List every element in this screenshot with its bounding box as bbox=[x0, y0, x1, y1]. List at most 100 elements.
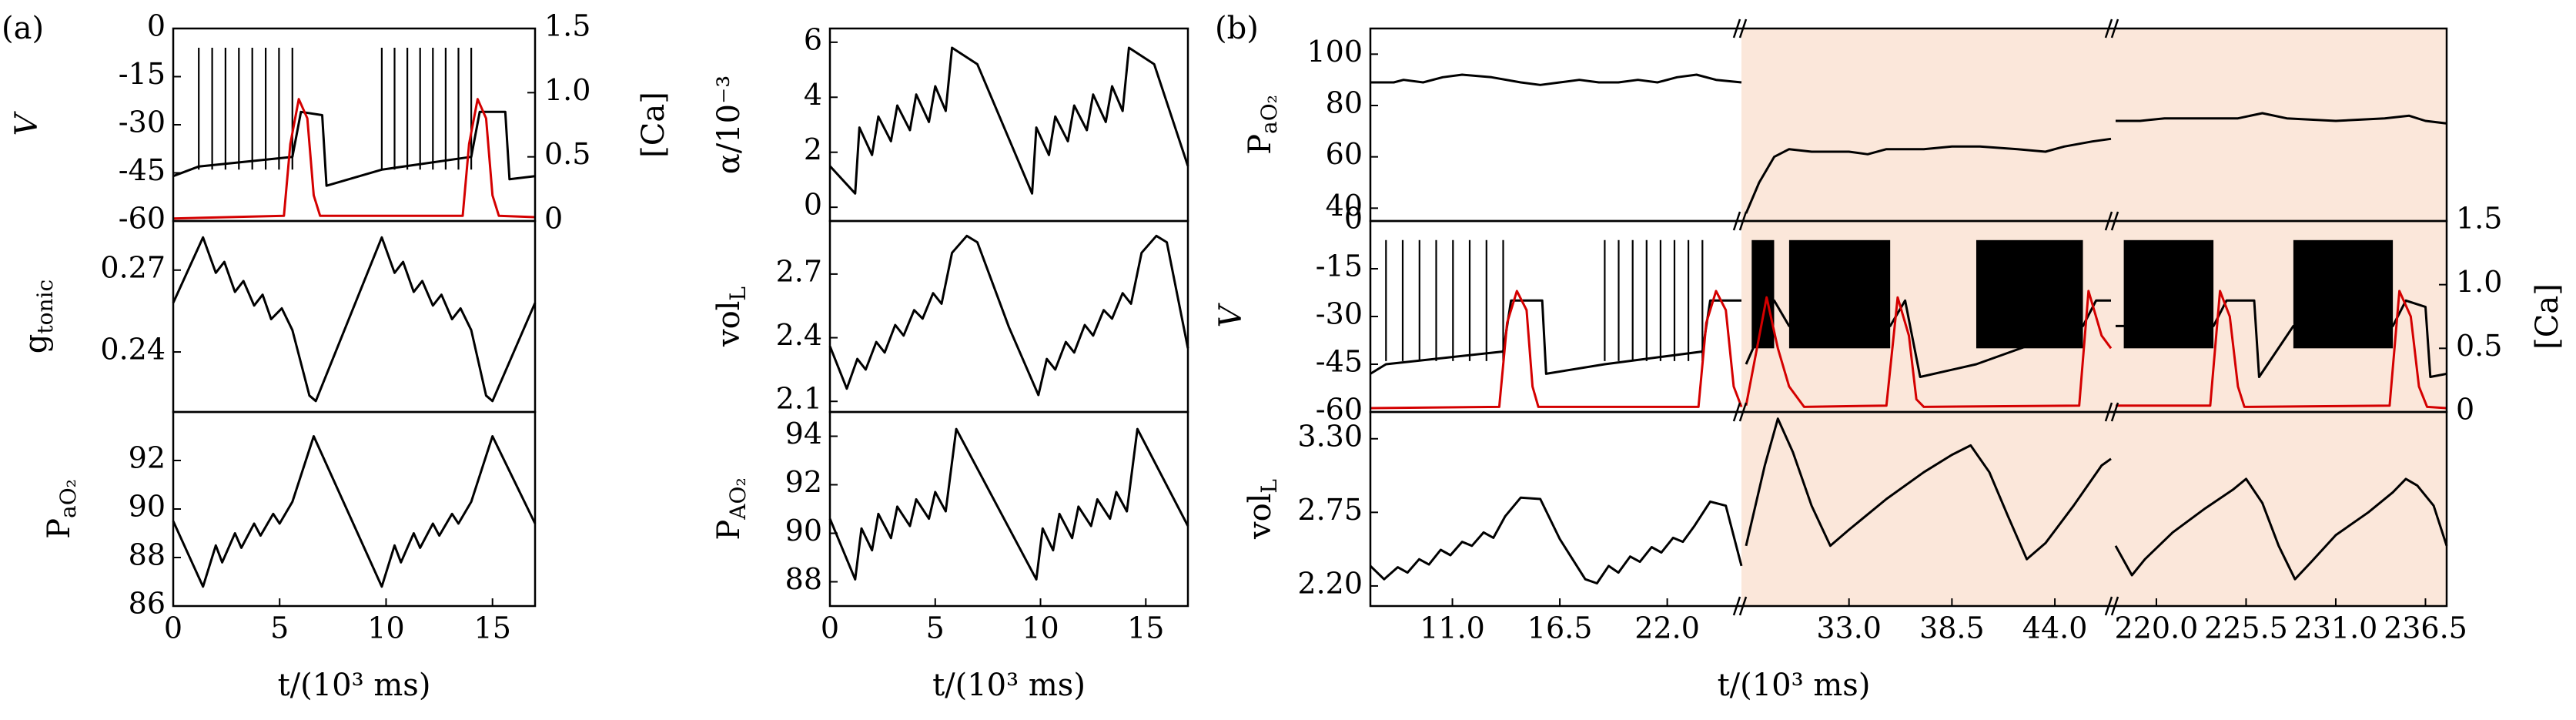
a-pao2b-label-0: 94 bbox=[785, 417, 822, 450]
a-alpha-ylabel: α/10⁻³ bbox=[711, 75, 747, 175]
a-alpha-label-1: 4 bbox=[804, 78, 822, 112]
b_volL-seg0-xlabel-1: 16.5 bbox=[1527, 611, 1593, 645]
a-pao2-label-3: 86 bbox=[129, 587, 166, 621]
a-pao2-xlabel-1: 5 bbox=[270, 611, 289, 645]
a-v-ca-label2-0: 1.5 bbox=[544, 9, 590, 43]
b-v-trace-0 bbox=[1370, 299, 1741, 375]
b_PaO2-label-1: 80 bbox=[1326, 86, 1363, 120]
a-pao2b-trace bbox=[828, 427, 1189, 581]
break-0-1-a bbox=[1732, 211, 1741, 231]
b-ca-trace-0 bbox=[1370, 290, 1743, 410]
a-right-xlabel: t/(10³ ms) bbox=[932, 668, 1086, 703]
a-g-label-0: 0.27 bbox=[100, 250, 166, 284]
b-v-dense-1-0 bbox=[1751, 239, 1775, 349]
a-g-trace bbox=[172, 236, 537, 403]
b_V-label-3: -45 bbox=[1316, 345, 1363, 379]
a-ca-trace bbox=[172, 98, 536, 220]
a-alpha-label-2: 2 bbox=[804, 132, 822, 166]
a-pao2-xlabel-3: 15 bbox=[474, 611, 511, 645]
b_volL-trace-1 bbox=[1745, 417, 2112, 561]
b_volL-trace-0 bbox=[1369, 496, 1743, 584]
a-v-frame bbox=[172, 27, 537, 223]
b_PaO2-trace-0 bbox=[1370, 73, 1742, 86]
a-pao2b-label-1: 92 bbox=[785, 465, 822, 499]
a-pao2b-xlabel-3: 15 bbox=[1127, 611, 1164, 645]
b_volL-label-2: 2.20 bbox=[1297, 566, 1363, 600]
plot-area: 0 -15 -30 -45 -60 1.5 1.0 0.5 0 V [Ca] 0.27 0.24 gton… bbox=[9, 9, 2565, 704]
a-pao2b-xlabel-0: 0 bbox=[821, 611, 839, 645]
a-v-ca-label2-1: 1.0 bbox=[544, 73, 590, 107]
a-v-label-4: -60 bbox=[119, 202, 166, 236]
b_volL-seg1-xlabel-1: 38.5 bbox=[1919, 611, 1985, 645]
break-1-3-a bbox=[2104, 596, 2113, 616]
b_V-ylabel2: [Ca] bbox=[2530, 283, 2565, 350]
a-pao2-label-2: 88 bbox=[129, 538, 166, 572]
a-pao2b-xlabel-2: 10 bbox=[1022, 611, 1059, 645]
b_V-ca-label2-1: 1.0 bbox=[2456, 265, 2502, 299]
b_PaO2-label-2: 60 bbox=[1326, 137, 1363, 171]
b_PaO2-label-0: 100 bbox=[1306, 35, 1363, 69]
a-g-frame bbox=[172, 219, 537, 414]
break-0-2-a bbox=[1732, 402, 1741, 422]
b_volL-label-0: 3.30 bbox=[1297, 419, 1363, 453]
b-ca-trace-1 bbox=[1745, 290, 2113, 408]
a-pao2-label-1: 90 bbox=[129, 490, 166, 524]
a-v-ylabel: V bbox=[9, 110, 45, 136]
b_volL-ylabel: volL bbox=[1243, 479, 1282, 540]
break-0-3-b bbox=[1738, 596, 1748, 616]
a-pao2-ylabel: PaO₂ bbox=[42, 479, 81, 539]
b_volL-seg2-xlabel-2: 231.0 bbox=[2294, 611, 2378, 645]
break-1-3-b bbox=[2110, 596, 2119, 616]
a-pao2-trace bbox=[172, 435, 537, 588]
b_volL-seg0-xlabel-0: 11.0 bbox=[1420, 611, 1485, 645]
a-pao2-frame bbox=[172, 410, 537, 608]
a-voll-label-1: 2.4 bbox=[776, 318, 822, 352]
b_V-label-1: -15 bbox=[1316, 249, 1363, 283]
a-v-ca-label2-3: 0 bbox=[544, 202, 563, 236]
b_volL-seg1-xlabel-0: 33.0 bbox=[1816, 611, 1882, 645]
a-v-label-2: -30 bbox=[119, 105, 166, 139]
b_volL-seg2-xlabel-3: 236.5 bbox=[2384, 611, 2467, 645]
break-1-0-a bbox=[2104, 18, 2113, 39]
b-v-dense-1-2 bbox=[1975, 239, 2083, 349]
a-alpha-label-3: 0 bbox=[804, 188, 822, 222]
a-v-spikes bbox=[198, 48, 473, 170]
a-pao2b-ylabel: PAO₂ bbox=[711, 477, 751, 540]
a-v-ylabel2: [Ca] bbox=[636, 92, 671, 158]
a-v-label-0: 0 bbox=[147, 9, 166, 43]
a-pao2-xlabel-0: 0 bbox=[164, 611, 182, 645]
b_volL-seg0-xlabel-2: 22.0 bbox=[1634, 611, 1700, 645]
b_volL-label-1: 2.75 bbox=[1297, 493, 1363, 527]
break-1-2-a bbox=[2104, 402, 2113, 422]
a-voll-label-2: 2.1 bbox=[776, 382, 822, 416]
a-pao2b-label-2: 90 bbox=[785, 514, 822, 548]
a-pao2b-xlabel-1: 5 bbox=[926, 611, 945, 645]
break-0-1-b bbox=[1738, 211, 1748, 231]
a-g-label-1: 0.24 bbox=[100, 333, 166, 367]
break-1-2-b bbox=[2110, 402, 2119, 422]
break-1-1-b bbox=[2110, 211, 2119, 231]
break-0-0-b bbox=[1738, 18, 1748, 39]
break-1-0-b bbox=[2110, 18, 2119, 39]
b_volL-seg2-xlabel-1: 225.5 bbox=[2204, 611, 2288, 645]
b-xlabel: t/(10³ ms) bbox=[1718, 668, 1871, 703]
a-pao2-xlabel-2: 10 bbox=[367, 611, 404, 645]
b-v-dense-1-1 bbox=[1788, 239, 1891, 349]
b_V-label-2: -30 bbox=[1316, 297, 1363, 331]
a-g-ylabel: gtonic bbox=[18, 280, 58, 353]
b-v-trace-1 bbox=[1745, 299, 2111, 378]
b_PaO2-ylabel: PaO₂ bbox=[1243, 95, 1282, 155]
a-left-xlabel: t/(10³ ms) bbox=[278, 668, 431, 703]
a-alpha-label-0: 6 bbox=[804, 22, 822, 56]
a-pao2b-frame bbox=[828, 410, 1189, 608]
break-1-1-a bbox=[2104, 211, 2113, 231]
a-pao2-label-0: 92 bbox=[129, 441, 166, 475]
a-voll-ylabel: volL bbox=[711, 286, 751, 347]
b-v-spikes-0 bbox=[1385, 239, 1704, 361]
break-0-3-a bbox=[1732, 596, 1741, 616]
b-v-trace-2 bbox=[2116, 299, 2447, 378]
break-0-2-b bbox=[1738, 402, 1748, 422]
panel-tag-b: (b) bbox=[1215, 11, 1259, 46]
panel-tag-a: (a) bbox=[2, 11, 44, 46]
